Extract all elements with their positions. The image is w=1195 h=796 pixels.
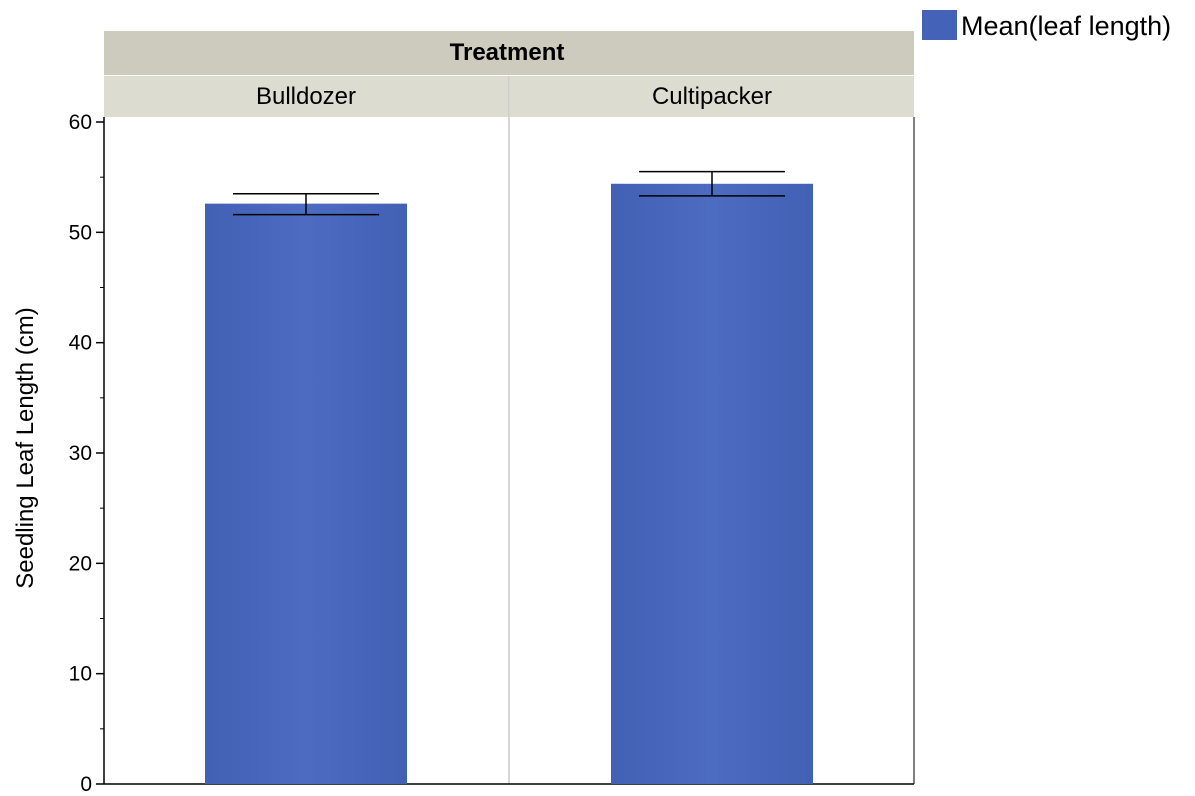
y-tick-label-40: 40 [69, 332, 92, 355]
y-tick-label-30: 30 [69, 442, 92, 465]
bar-cultipacker [611, 183, 813, 784]
y-axis-label: Seedling Leaf Length (cm) [12, 307, 39, 589]
y-tick-label-10: 10 [69, 663, 92, 686]
y-tick-label-20: 20 [69, 552, 92, 575]
panel-label-bulldozer: Bulldozer [256, 83, 356, 110]
y-tick-label-60: 60 [69, 111, 92, 134]
panel-band-cultipacker [510, 76, 914, 117]
bar-bulldozer [205, 203, 407, 784]
bars-group [205, 170, 813, 784]
y-axis: 0 10 20 30 40 50 60 [69, 111, 104, 796]
legend-swatch [922, 10, 957, 40]
legend-label: Mean(leaf length) [961, 11, 1171, 41]
chart-title: Treatment [450, 39, 565, 66]
panel-band-bulldozer [104, 76, 509, 117]
treatment-header-band [104, 31, 914, 75]
y-tick-label-0: 0 [80, 773, 92, 796]
panel-label-cultipacker: Cultipacker [652, 83, 772, 110]
y-tick-label-50: 50 [69, 221, 92, 244]
